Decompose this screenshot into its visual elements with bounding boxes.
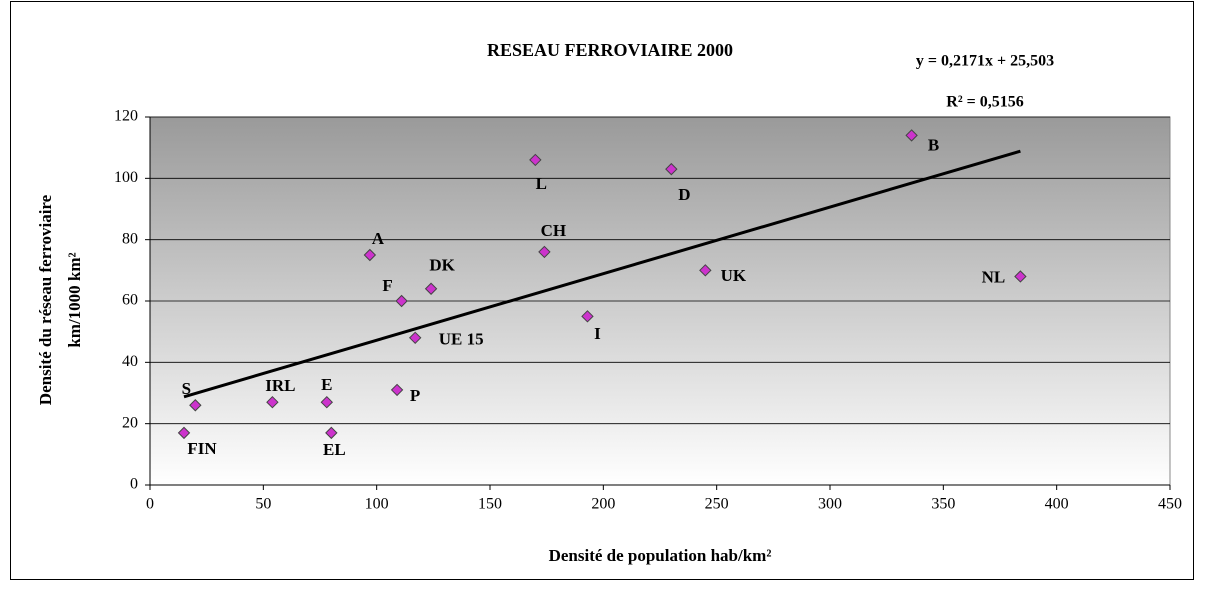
point [390, 383, 404, 397]
y-axis-label: Densité du réseau ferroviaire [36, 194, 55, 405]
y-tick-label: 80 [122, 230, 138, 247]
point-label: IRL [265, 376, 295, 395]
point [665, 162, 678, 176]
point-label: E [321, 375, 332, 394]
point-label: I [594, 324, 601, 343]
point-label: DK [429, 256, 455, 275]
y-tick-label: 60 [122, 292, 138, 309]
point [266, 395, 279, 409]
x-tick-label: 250 [705, 496, 729, 513]
point [538, 245, 551, 259]
point [325, 426, 338, 440]
point [408, 331, 422, 345]
x-tick-label: 450 [1158, 496, 1182, 513]
y-tick-label: 0 [130, 476, 138, 493]
point-label: CH [541, 221, 567, 240]
y-axis-label: km/1000 km² [65, 252, 84, 347]
trend-equation: y = 0,2171x + 25,503 [916, 53, 1054, 70]
x-tick-label: 300 [818, 496, 842, 513]
chart-title: RESEAU FERROVIAIRE 2000 [487, 40, 733, 60]
point-label: UK [721, 266, 747, 285]
point [1014, 270, 1027, 283]
x-tick-label: 400 [1045, 496, 1069, 513]
point-label: A [372, 229, 385, 248]
point-label: S [182, 379, 191, 398]
point [424, 282, 438, 295]
point [581, 310, 594, 323]
point-label: F [382, 276, 392, 295]
point [699, 264, 712, 277]
r-squared: R² = 0,5156 [946, 94, 1023, 111]
point [189, 399, 202, 412]
x-axis-label: Densité de population hab/km² [549, 546, 772, 565]
point-label: B [928, 135, 939, 154]
x-tick-label: 350 [931, 496, 955, 513]
y-tick-label: 40 [122, 353, 138, 370]
point-label: EL [323, 440, 346, 459]
point-label: P [410, 386, 420, 405]
y-tick-label: 20 [122, 414, 138, 431]
point-label: L [536, 174, 547, 193]
x-tick-label: 100 [365, 496, 389, 513]
x-tick-label: 50 [255, 496, 271, 513]
point [529, 153, 542, 167]
x-tick-label: 0 [146, 496, 154, 513]
point-label: UE 15 [439, 330, 484, 349]
y-tick-label: 100 [114, 169, 138, 186]
point [363, 248, 377, 262]
point [177, 426, 191, 440]
point [320, 395, 334, 409]
y-tick-label: 120 [114, 108, 138, 125]
x-tick-label: 200 [591, 496, 615, 513]
point-label: FIN [187, 439, 217, 458]
trendline [183, 149, 1021, 399]
point [395, 294, 408, 308]
point-label: NL [982, 267, 1006, 286]
x-tick-label: 150 [478, 496, 502, 513]
point [905, 129, 918, 142]
point-label: D [678, 185, 690, 204]
